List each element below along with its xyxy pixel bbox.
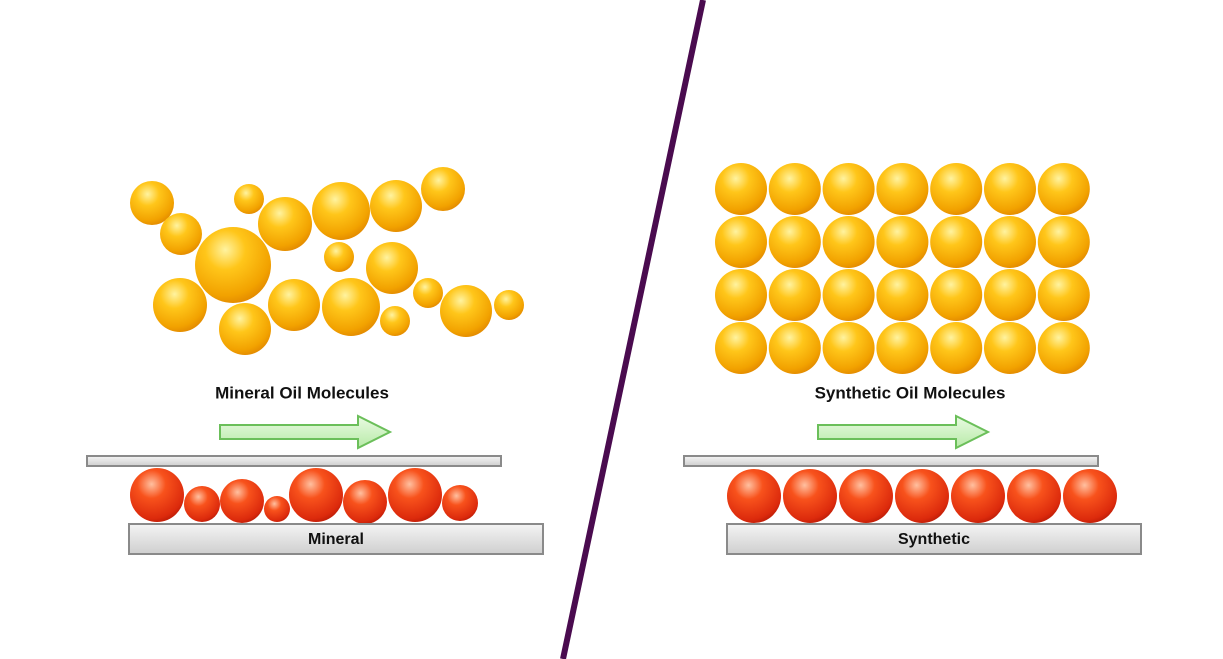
molecule [264,496,290,522]
molecule [1037,216,1090,268]
molecule [768,322,821,374]
molecule [951,469,1005,523]
molecule [494,290,524,320]
molecule [220,479,264,523]
bottom-plate [128,523,544,555]
molecule [715,163,767,215]
top-plate [683,455,1099,467]
molecule [768,163,821,215]
molecule [130,468,184,522]
molecule [876,322,929,374]
molecule [768,269,821,321]
molecule [822,163,875,215]
molecule [715,322,767,374]
molecule [440,285,492,337]
molecule [822,269,875,321]
molecule [153,278,207,332]
molecule [370,180,422,232]
molecule [413,278,443,308]
molecule [930,322,983,374]
caption: Synthetic Oil Molecules [815,383,1006,402]
molecule [930,163,983,215]
molecule [715,269,767,321]
molecule [930,269,983,321]
molecule [289,468,343,522]
molecule [380,306,410,336]
arrow [219,414,393,450]
molecules [130,163,1117,524]
molecule [1037,322,1090,374]
molecule [727,469,781,523]
molecule [195,227,271,303]
molecule [876,163,929,215]
molecule [822,216,875,268]
molecule [1007,469,1061,523]
molecule [715,216,767,268]
molecule [783,469,837,523]
molecule [160,213,202,255]
molecule [876,269,929,321]
molecule [312,182,370,240]
molecule [1037,269,1090,321]
plate-label: Mineral [308,531,364,548]
arrow [817,414,991,450]
molecule [322,278,380,336]
molecule [258,197,312,251]
molecule [366,242,418,294]
molecule [822,322,875,374]
molecule [984,216,1036,268]
molecule [421,167,465,211]
caption: Mineral Oil Molecules [215,383,389,402]
molecule [324,242,354,272]
molecule [130,181,174,225]
molecule [876,216,929,268]
molecule [984,322,1036,374]
molecule [768,216,821,268]
molecule [930,216,983,268]
molecule [895,469,949,523]
molecule [442,485,478,521]
molecule [184,486,220,522]
top-plate [86,455,502,467]
molecule [388,468,442,522]
molecule [984,163,1036,215]
bottom-plate [726,523,1142,555]
molecule [268,279,320,331]
molecule [839,469,893,523]
plate-label: Synthetic [898,531,970,548]
molecule [234,184,264,214]
molecule [343,480,387,524]
molecule [219,303,271,355]
molecule [1037,163,1090,215]
molecule [1063,469,1117,523]
divider [560,0,706,659]
molecule [984,269,1036,321]
